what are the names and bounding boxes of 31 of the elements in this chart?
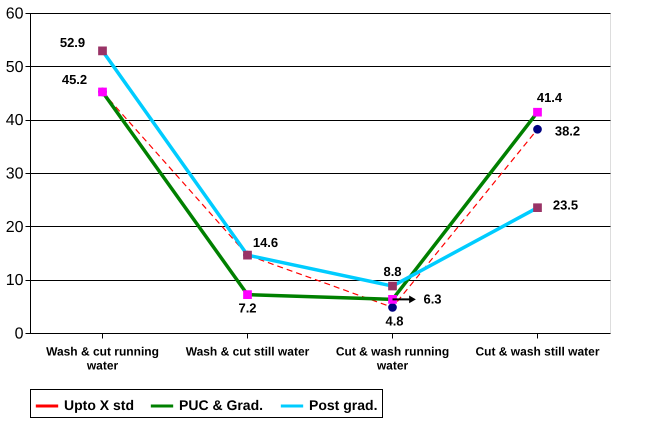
x-tick-label: Wash & cut running water bbox=[46, 344, 159, 372]
legend-label: PUC & Grad. bbox=[179, 397, 264, 413]
point bbox=[533, 108, 542, 117]
data-label: 6.3 bbox=[423, 291, 442, 306]
y-tick-label: 60 bbox=[6, 6, 24, 22]
data-label: 41.4 bbox=[536, 90, 563, 106]
point bbox=[388, 303, 397, 312]
data-label: 8.8 bbox=[383, 264, 402, 280]
point bbox=[533, 203, 542, 212]
x-tick-label: Cut & wash running water bbox=[336, 344, 450, 372]
x-tick-label: Cut & wash still water bbox=[475, 344, 600, 358]
data-label: 38.2 bbox=[554, 123, 580, 138]
y-tick-label: 40 bbox=[6, 112, 24, 130]
point bbox=[98, 46, 107, 56]
data-label: 4.8 bbox=[385, 313, 404, 328]
y-tick-label: 10 bbox=[6, 272, 24, 290]
x-tick-label: Wash & cut still water bbox=[186, 344, 310, 358]
point bbox=[243, 290, 252, 299]
data-label: 52.9 bbox=[60, 34, 86, 50]
data-label: 7.2 bbox=[238, 300, 257, 316]
y-tick-label: 0 bbox=[14, 326, 24, 342]
data-label: 45.2 bbox=[62, 72, 88, 87]
data-label: 23.5 bbox=[552, 198, 578, 213]
data-label: 14.6 bbox=[252, 235, 278, 250]
point bbox=[388, 282, 397, 290]
y-tick-label: 30 bbox=[6, 166, 24, 182]
y-tick-label: 20 bbox=[6, 218, 24, 236]
y-tick-label: 50 bbox=[6, 58, 24, 76]
point bbox=[533, 124, 542, 134]
legend-label: Upto X std bbox=[64, 397, 134, 413]
legend-label: Post grad. bbox=[309, 397, 378, 413]
